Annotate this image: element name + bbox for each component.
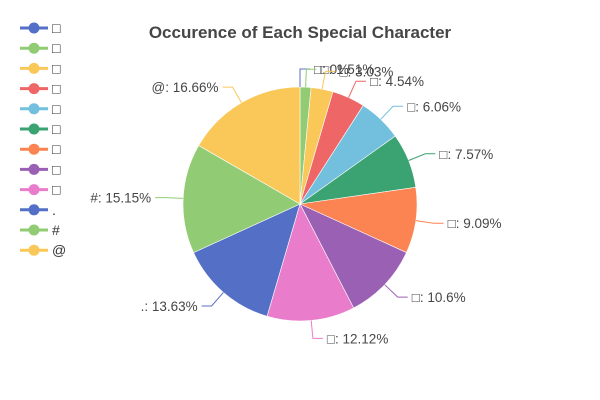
legend-item[interactable]: @ (20, 242, 66, 258)
slice-data-label: □: 12.12% (327, 331, 388, 346)
legend-marker (28, 184, 40, 196)
label-leader-line (310, 320, 323, 339)
pie-slice[interactable] (182, 145, 301, 254)
legend-label: □ (52, 60, 61, 76)
legend-item[interactable]: □ (20, 161, 61, 177)
label-leader-line (384, 284, 408, 298)
slice-data-label: .: 13.63% (141, 299, 198, 314)
legend-label: . (52, 202, 56, 218)
pie-slice[interactable] (299, 203, 407, 309)
legend-marker (28, 22, 40, 34)
legend-label: □ (52, 182, 61, 198)
label-leader-line (348, 80, 366, 98)
label-leader-line (380, 105, 404, 120)
legend-marker (28, 244, 40, 256)
legend-marker (28, 163, 40, 175)
legend-item[interactable]: □ (20, 20, 61, 36)
legend-marker (28, 123, 40, 135)
legend-marker (28, 143, 40, 155)
legend-item[interactable]: . (20, 202, 56, 218)
label-leader-line (415, 220, 444, 224)
label-leader-line (155, 197, 184, 199)
legend-item[interactable]: # (20, 222, 60, 238)
slice-data-label: □: 4.54% (370, 74, 424, 89)
slice-data-label: @: 16.66% (152, 80, 219, 95)
label-leader-line (222, 86, 242, 103)
legend-item[interactable]: □ (20, 121, 61, 137)
legend-marker (28, 83, 40, 95)
slice-data-label: □: 3.03% (340, 64, 394, 79)
chart-title: Occurence of Each Special Character (149, 23, 452, 42)
slice-data-label: □: 6.06% (407, 99, 461, 114)
label-leader-line (305, 68, 317, 88)
label-leader-line (321, 70, 336, 90)
legend-item[interactable]: □ (20, 182, 61, 198)
label-leader-line (408, 153, 436, 161)
legend-marker (28, 42, 40, 54)
legend-item[interactable]: □ (20, 60, 61, 76)
slice-data-label: □: 9.09% (448, 216, 502, 231)
slice-data-label: □: 0% (314, 62, 349, 77)
legend: □ □ □ □ □ □ □ □ □. # @ (20, 20, 66, 258)
legend-label: □ (52, 20, 61, 36)
label-leader-line (299, 68, 310, 87)
slice-data-label: □: 10.6% (412, 290, 466, 305)
legend-label: □ (52, 161, 61, 177)
legend-marker (28, 224, 40, 236)
legend-label: □ (52, 40, 61, 56)
label-leader-line (201, 292, 224, 307)
legend-label: □ (52, 121, 61, 137)
legend-item[interactable]: □ (20, 141, 61, 157)
slice-data-label: □: 1.51% (320, 62, 374, 77)
slice-data-label: □: 7.57% (439, 147, 493, 162)
legend-label: □ (52, 81, 61, 97)
pie-slices (182, 86, 418, 322)
legend-label: @ (52, 242, 66, 258)
legend-label: □ (52, 141, 61, 157)
legend-marker (28, 204, 40, 216)
pie-slice[interactable] (266, 203, 355, 322)
legend-label: # (52, 222, 60, 238)
legend-marker (28, 103, 40, 115)
legend-item[interactable]: □ (20, 101, 61, 117)
slice-labels: □: 0%□: 1.51%□: 3.03%□: 4.54% □: 6.06% □: … (90, 62, 501, 346)
legend-item[interactable]: □ (20, 81, 61, 97)
legend-marker (28, 62, 40, 74)
legend-item[interactable]: □ (20, 40, 61, 56)
legend-label: □ (52, 101, 61, 117)
slice-data-label: #: 15.15% (90, 191, 151, 206)
